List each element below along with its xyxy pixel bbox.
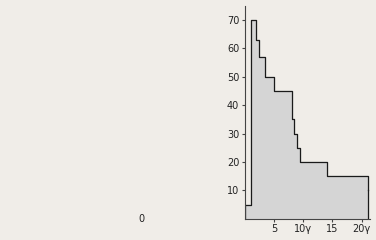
- Polygon shape: [245, 20, 367, 219]
- Text: 0: 0: [138, 214, 144, 224]
